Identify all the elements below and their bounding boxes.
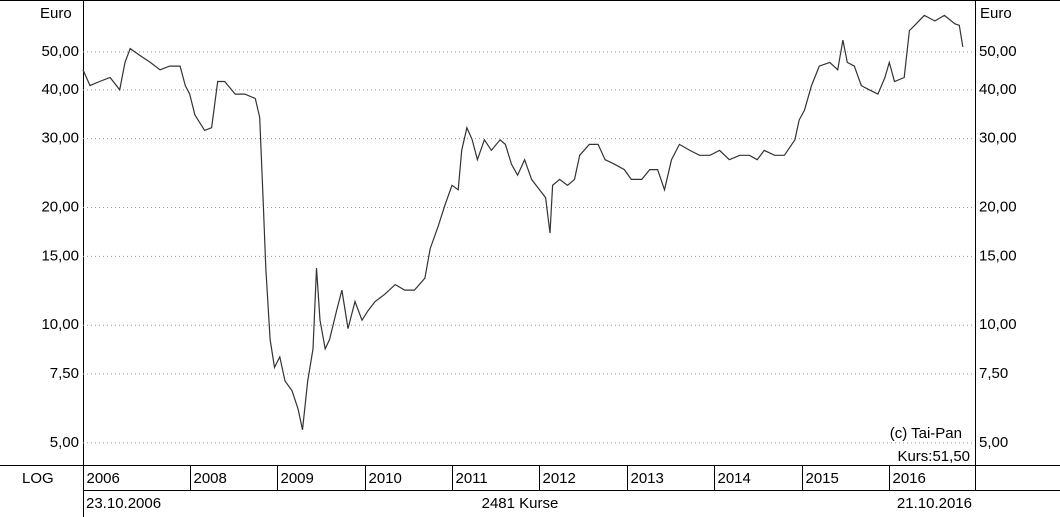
y-tick-label-right: 40,00 [979, 81, 1017, 98]
y-tick-label: 50,00 [41, 43, 79, 60]
copyright: (c) Tai-Pan [890, 425, 962, 442]
y-tick-label: 30,00 [41, 130, 79, 147]
price-line [82, 14, 964, 430]
x-tick-label: 2013 [631, 470, 664, 487]
start-date: 23.10.2006 [86, 495, 161, 512]
x-tick-label: 2009 [281, 470, 314, 487]
y-tick-label: 15,00 [41, 247, 79, 264]
y-tick-label-right: 7,50 [979, 365, 1008, 382]
y-tick-label: 7,50 [50, 365, 79, 382]
y-tick-label-right: 50,00 [979, 43, 1017, 60]
y-tick-label: 20,00 [41, 198, 79, 215]
x-tick-label: 2008 [194, 470, 227, 487]
x-tick-label: 2012 [543, 470, 576, 487]
y-tick-label-right: 20,00 [979, 198, 1017, 215]
y-tick-label-right: 15,00 [979, 247, 1017, 264]
x-tick-label: 2010 [369, 470, 402, 487]
y-tick-label-right: 30,00 [979, 130, 1017, 147]
count-label: 2481 Kurse [482, 495, 559, 512]
last-price: Kurs:51,50 [897, 448, 970, 465]
y-tick-label: 10,00 [41, 316, 79, 333]
end-date: 21.10.2016 [897, 495, 972, 512]
y-tick-label-right: 5,00 [979, 434, 1008, 451]
x-tick-label: 2011 [456, 470, 488, 487]
y-tick-label-right: 10,00 [979, 316, 1017, 333]
x-tick-label: 2015 [806, 470, 839, 487]
y-tick-label: 40,00 [41, 81, 79, 98]
x-tick-label: 2014 [718, 470, 751, 487]
y-unit-right: Euro [980, 5, 1012, 22]
x-tick-label: 2016 [893, 470, 926, 487]
y-unit-left: Euro [40, 5, 72, 22]
x-tick-label: 2006 [87, 470, 120, 487]
scale-label: LOG [22, 470, 54, 487]
y-tick-label: 5,00 [50, 434, 79, 451]
